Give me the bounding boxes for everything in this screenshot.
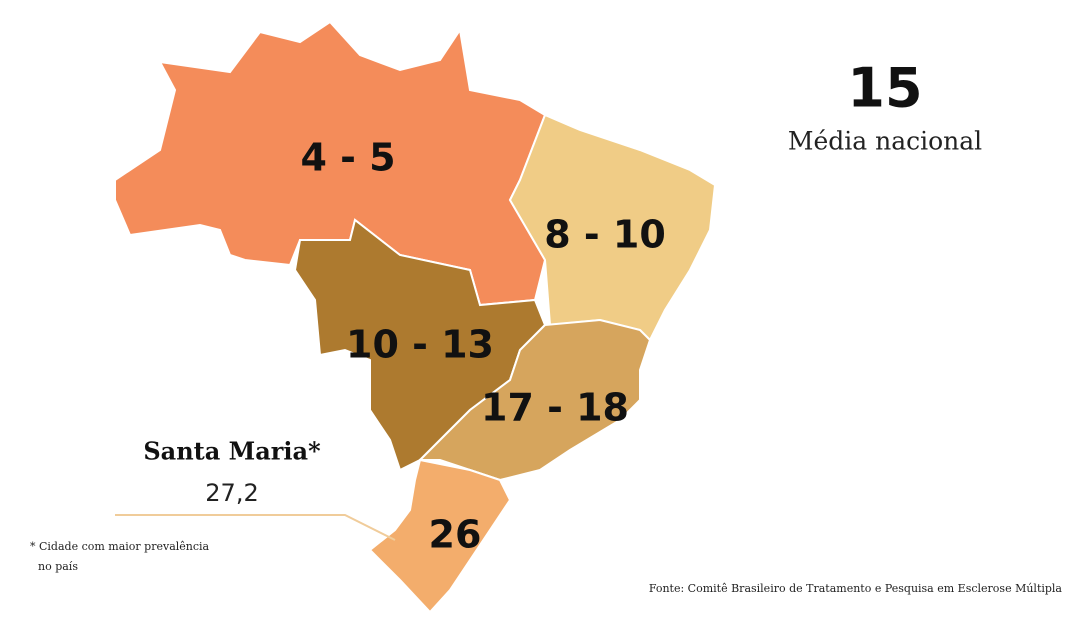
region-label: 10 - 13 xyxy=(346,323,494,367)
region-label: 8 - 10 xyxy=(544,213,666,257)
region-northeast xyxy=(508,113,717,342)
national-label: Média nacional xyxy=(788,127,982,156)
region-label: 26 xyxy=(429,513,482,557)
region-label: 4 - 5 xyxy=(300,136,395,180)
callout-title: Santa Maria* xyxy=(143,437,321,466)
callout-value: 27,2 xyxy=(205,479,258,507)
footnote: * Cidade com maior prevalência xyxy=(30,540,210,553)
source: Fonte: Comitê Brasileiro de Tratamento e… xyxy=(649,582,1063,595)
national-value: 15 xyxy=(847,57,922,120)
region-south xyxy=(368,458,512,614)
region-label: 17 - 18 xyxy=(481,386,629,430)
callout-line xyxy=(115,514,396,541)
footnote: no país xyxy=(38,560,78,573)
region-southeast xyxy=(417,318,652,482)
